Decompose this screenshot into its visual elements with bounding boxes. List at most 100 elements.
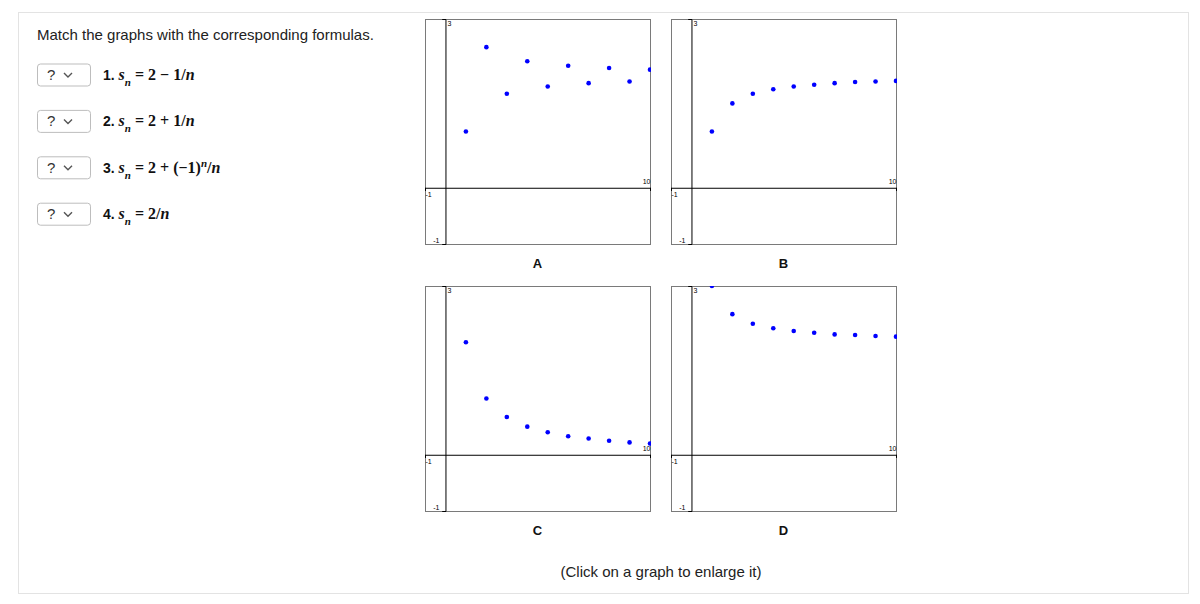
dropdown-chevron[interactable] <box>64 166 72 170</box>
formula-part: n <box>186 112 195 129</box>
point <box>832 81 837 86</box>
point <box>464 340 469 345</box>
y-axis-line <box>688 20 692 245</box>
formula-part: n <box>186 66 195 83</box>
point <box>791 329 796 334</box>
point <box>627 79 632 84</box>
dropdown-chevron[interactable] <box>64 212 72 216</box>
point <box>853 333 858 338</box>
point <box>505 92 510 97</box>
point <box>771 326 776 331</box>
dropdown-value[interactable]: ? <box>47 205 55 222</box>
dropdown-chevron[interactable] <box>64 119 72 123</box>
y-tick-mark <box>688 511 691 512</box>
dropdown-chevron[interactable] <box>64 73 72 77</box>
point <box>832 332 837 337</box>
chart[interactable]: -1 10 -1 3 A <box>426 20 653 272</box>
x-tick-mark <box>650 188 651 191</box>
y-tick-label: -1 <box>679 504 685 511</box>
x-axis: -1 10 <box>672 178 897 198</box>
formula-part: s <box>118 66 125 83</box>
x-tick-label: -1 <box>426 458 432 465</box>
formula-part: n <box>161 205 170 222</box>
x-tick-mark <box>650 455 651 458</box>
instruction: Match the graphs with the corresponding … <box>37 26 374 43</box>
y-tick: -1 <box>433 504 445 511</box>
plot-frame <box>426 287 651 512</box>
x-tick: 10 <box>889 445 897 458</box>
point <box>894 334 897 339</box>
x-tick: -1 <box>672 188 678 198</box>
dropdown-box[interactable] <box>38 157 91 179</box>
x-axis-line <box>426 455 651 458</box>
y-tick: 3 <box>688 20 697 27</box>
dropdown-box[interactable] <box>38 64 91 86</box>
y-tick-mark <box>442 19 445 20</box>
item-number: 4. <box>103 206 115 222</box>
plot-frame <box>426 20 651 245</box>
y-tick: -1 <box>433 237 445 244</box>
y-tick-label: -1 <box>433 504 439 511</box>
dropdown-box[interactable] <box>38 110 91 132</box>
y-axis: -1 3 <box>679 287 697 512</box>
x-tick: 10 <box>889 178 897 191</box>
plot-frame <box>672 20 897 245</box>
y-axis-line <box>442 287 446 512</box>
chart[interactable]: -110-13D <box>672 284 899 538</box>
y-tick-label: 3 <box>447 20 451 27</box>
dropdown[interactable]: ? <box>38 64 91 86</box>
point <box>586 81 591 86</box>
point <box>710 129 715 134</box>
y-tick-mark <box>442 244 445 245</box>
chart[interactable]: -110-13C <box>426 287 653 539</box>
y-tick: 3 <box>442 20 451 27</box>
point <box>894 79 897 84</box>
point <box>566 434 571 439</box>
dropdown[interactable]: ? <box>38 157 91 179</box>
point <box>484 45 489 50</box>
points <box>464 45 651 134</box>
y-axis: -1 3 <box>433 20 451 245</box>
point <box>505 415 510 420</box>
plot-frame <box>672 287 897 512</box>
dropdown-box[interactable] <box>38 203 91 225</box>
dropdown-value[interactable]: ? <box>47 66 55 83</box>
x-tick-label: -1 <box>672 458 678 465</box>
x-axis-line <box>672 188 897 191</box>
x-tick: -1 <box>426 455 432 465</box>
point <box>607 438 612 443</box>
dropdown[interactable]: ? <box>38 110 91 132</box>
y-tick: 3 <box>442 287 451 294</box>
point <box>730 101 735 106</box>
x-tick-label: -1 <box>426 191 432 198</box>
item-number: 3. <box>103 160 115 176</box>
point <box>873 334 878 339</box>
point <box>812 330 817 335</box>
points <box>464 340 651 446</box>
dropdown-value[interactable]: ? <box>47 112 55 129</box>
point <box>627 440 632 445</box>
y-tick-mark <box>688 19 691 20</box>
y-tick: -1 <box>679 504 691 511</box>
point <box>484 396 489 401</box>
panel <box>19 13 1189 594</box>
x-tick: 10 <box>643 445 651 458</box>
x-tick-label: 10 <box>643 178 651 185</box>
dropdown-value[interactable]: ? <box>47 159 55 176</box>
x-axis-line <box>426 188 651 191</box>
y-tick: 3 <box>688 287 697 294</box>
x-axis: -1 10 <box>672 445 897 465</box>
point <box>525 59 530 64</box>
point <box>545 84 550 89</box>
points <box>710 79 897 134</box>
point <box>791 84 796 89</box>
point <box>566 63 571 68</box>
dropdown[interactable]: ? <box>38 203 91 225</box>
chart[interactable]: -110-13B <box>672 20 899 272</box>
page: Match the graphs with the corresponding … <box>0 0 1200 604</box>
x-tick: 10 <box>643 178 651 191</box>
chart-caption: A <box>533 256 543 271</box>
x-tick-label: -1 <box>672 191 678 198</box>
formula-part: = 2 + (−1) <box>131 159 201 177</box>
formula-line: 2. sn = 2 + 1/n <box>103 112 195 134</box>
